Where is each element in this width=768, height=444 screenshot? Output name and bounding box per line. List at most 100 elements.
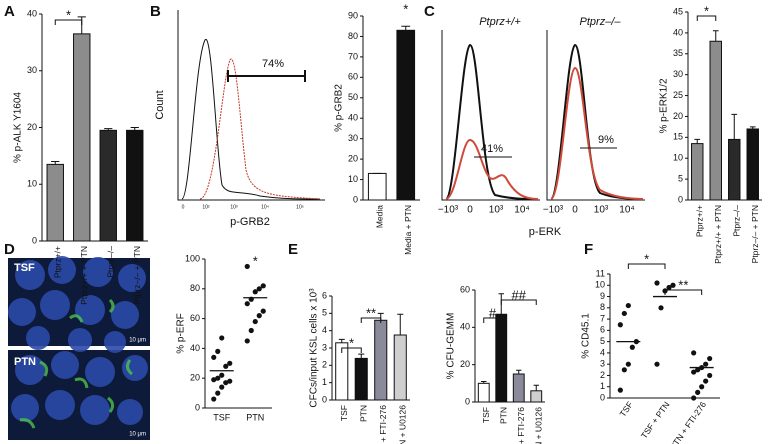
point — [252, 289, 258, 295]
annotation: * — [704, 3, 709, 18]
x-tick-label: Ptprz+/+ — [695, 205, 705, 237]
y-tick-label: 20 — [348, 153, 358, 163]
y-tick-label: 1 — [600, 381, 605, 391]
bracket — [627, 263, 666, 269]
x-tick-label: Ptprz–/– — [106, 246, 116, 278]
y-tick-label: 0 — [678, 194, 683, 204]
point — [654, 280, 660, 286]
annotation: * — [253, 253, 258, 268]
annotation: ** — [678, 277, 688, 292]
panel-label: B — [150, 3, 161, 20]
x-tick-label: TSF — [339, 405, 349, 421]
point — [617, 387, 623, 393]
y-tick-label: 100 — [185, 253, 200, 263]
tick-label: 10⁵ — [296, 204, 304, 210]
point — [211, 396, 217, 402]
point — [244, 263, 250, 270]
error-bar — [130, 127, 139, 131]
point — [244, 338, 250, 344]
bracket — [664, 289, 703, 295]
y-tick-label: 0 — [322, 394, 327, 404]
point — [223, 380, 229, 386]
gate — [227, 70, 306, 82]
y-tick-label: 6 — [322, 290, 327, 300]
y-axis-label: % p-ERK1/2 — [659, 78, 670, 133]
bracket — [500, 299, 537, 305]
point — [227, 378, 233, 384]
tick-label: 10³ — [489, 205, 504, 216]
point — [658, 305, 664, 311]
y-axis-label: % CFU-GEMM — [446, 313, 457, 380]
annotation: * — [644, 251, 649, 266]
point — [223, 363, 229, 369]
bar — [477, 382, 490, 403]
curve — [445, 43, 539, 200]
x-tick-label: Media + PTN — [403, 205, 413, 255]
point — [666, 284, 672, 291]
y-tick-label: 15 — [673, 132, 683, 142]
x-tick-label: Ptprz–/– + PTN — [750, 205, 760, 263]
point — [629, 344, 635, 350]
tick-label: 10² — [202, 204, 210, 210]
x-tick-label: Media — [375, 205, 385, 228]
curve — [199, 58, 321, 200]
y-tick-label: 9 — [600, 291, 605, 301]
y-tick-label: 20 — [673, 111, 683, 121]
y-tick-label: 50 — [348, 92, 358, 102]
panel-label: C — [424, 3, 435, 20]
y-tick-label: 1 — [322, 377, 327, 387]
x-tick-label: PTN + FTI-276 — [668, 399, 709, 444]
y-tick-label: 11 — [596, 268, 605, 278]
panel-label: A — [4, 3, 15, 20]
x-tick-label: PTN + FTI-276 — [516, 407, 526, 444]
y-tick-label: 40 — [348, 113, 358, 123]
y-tick-label: 80 — [190, 283, 200, 293]
curve — [445, 138, 539, 200]
y-tick-label: 3 — [322, 342, 327, 352]
y-tick-label: 90 — [348, 10, 358, 20]
y-tick-label: 5 — [322, 308, 327, 318]
x-tick-label: PTN — [499, 407, 509, 424]
point — [625, 361, 631, 367]
axis — [177, 10, 325, 201]
y-axis-label: CFCs/input KSL cells x 10³ — [309, 288, 320, 408]
bar — [393, 334, 407, 401]
bar — [46, 163, 64, 242]
y-tick-label: 30 — [348, 133, 358, 143]
scale-label: 10 μm — [129, 338, 146, 344]
x-tick-label: TSF — [481, 407, 491, 423]
y-tick-label: 40 — [460, 322, 470, 332]
x-tick-label: PTN — [246, 412, 264, 422]
point — [256, 313, 262, 319]
point — [621, 310, 627, 317]
point — [215, 375, 221, 381]
panel-label: F — [584, 241, 593, 258]
error-bar — [397, 313, 404, 335]
point — [211, 377, 217, 383]
bar — [99, 129, 117, 242]
tick-label: 0 — [182, 204, 185, 210]
y-tick-label: 4 — [322, 325, 327, 335]
y-tick-label: 0 — [32, 235, 37, 245]
bar — [396, 29, 416, 201]
x-tick-label: TSF — [617, 400, 634, 419]
y-tick-label: 0 — [465, 396, 470, 406]
tick-label: 0 — [572, 205, 578, 216]
annotation: * — [349, 335, 354, 350]
error-bar — [481, 380, 487, 384]
gate-label: 9% — [598, 134, 614, 146]
error-bar — [749, 126, 756, 129]
axis-label: p-ERK — [529, 226, 562, 238]
bar — [73, 33, 91, 242]
point — [252, 318, 258, 325]
y-tick-label: 10 — [595, 280, 605, 290]
y-tick-label: 6 — [600, 325, 605, 335]
point — [625, 302, 631, 309]
y-tick-label: 25 — [673, 90, 683, 100]
bar — [495, 313, 508, 403]
y-tick-label: 70 — [348, 51, 358, 61]
point — [691, 395, 697, 401]
error-bar — [533, 384, 539, 391]
y-tick-label: 0 — [600, 392, 605, 402]
